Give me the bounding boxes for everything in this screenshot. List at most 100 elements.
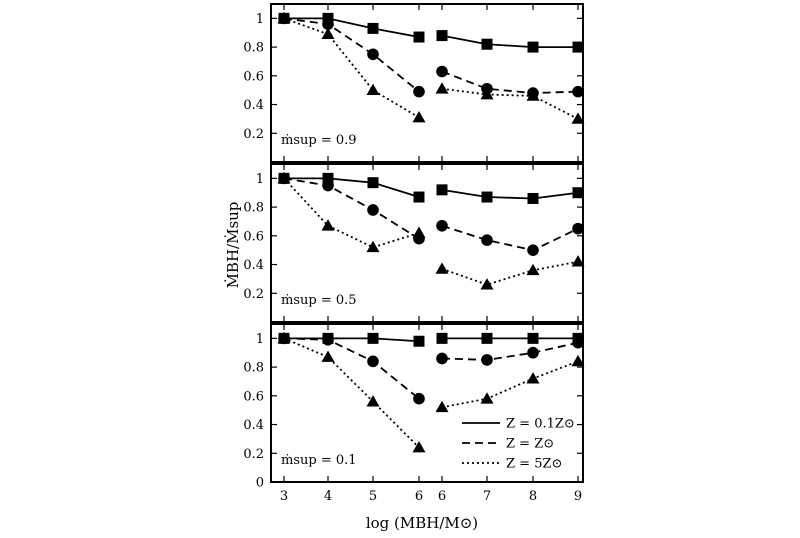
data-point-circle (322, 334, 334, 346)
data-point-triangle (277, 331, 291, 344)
x-tick-label: 6 (438, 489, 446, 504)
series-1 (278, 172, 584, 204)
series-line (284, 177, 420, 198)
data-point-square (413, 191, 425, 203)
data-point-triangle (435, 262, 449, 274)
data-point-triangle (277, 11, 291, 24)
data-point-circle (367, 204, 379, 216)
y-tick-label: 0.2 (243, 447, 264, 462)
series-3 (277, 11, 585, 124)
data-point-square (413, 31, 425, 43)
data-point-circle (527, 346, 539, 359)
y-axis-label: ṀBH/Ṁsup (224, 202, 242, 289)
data-point-triangle (412, 110, 426, 123)
y-tick-label: 1 (256, 172, 264, 187)
panel-frame (270, 163, 584, 323)
series-line (283, 337, 420, 400)
x-tick-label: 6 (415, 489, 423, 504)
series-line (441, 188, 579, 200)
legend-label: Z = 0.1Z⊙ (506, 417, 575, 432)
data-point-circle (367, 48, 379, 61)
y-tick-label: 0.2 (243, 127, 264, 142)
y-tick-label: 0.4 (243, 258, 264, 273)
legend-item-3: Z = 5Z⊙ (462, 457, 562, 472)
panel-3: 1 0.8 0.6 0.4 0.2 0 ṁsup = 0.1 3 4 5 6 6 7 8 9 (243, 323, 585, 504)
data-point-square (481, 191, 493, 203)
series-line (441, 70, 579, 94)
y-tick-label: 0.8 (243, 41, 264, 56)
y-tick-label: 0 (256, 476, 264, 491)
data-point-square (436, 332, 448, 344)
data-point-square (572, 41, 584, 53)
data-point-triangle (435, 400, 449, 413)
series-3 (277, 331, 585, 453)
data-point-circle (481, 354, 493, 366)
data-point-triangle (526, 89, 540, 101)
panel-frame (270, 323, 584, 483)
series-line (283, 337, 420, 449)
panel-label: ṁsup = 0.5 (281, 293, 357, 308)
data-point-triangle (571, 255, 585, 267)
x-tick-label: 4 (324, 489, 332, 504)
series-line (283, 177, 420, 240)
y-tick-label: 0.8 (243, 201, 264, 216)
y-tick-label: 1 (256, 12, 264, 27)
data-point-square (367, 177, 379, 189)
data-point-square (481, 332, 493, 344)
y-tick-label: 1 (256, 332, 264, 347)
data-point-circle (572, 336, 584, 349)
data-point-triangle (366, 240, 380, 253)
series-line (441, 34, 578, 48)
data-point-triangle (571, 112, 585, 124)
legend: Z = 0.1Z⊙ Z = Z⊙ Z = 5Z⊙ (462, 417, 575, 472)
data-point-square (527, 192, 539, 204)
series-line (284, 337, 420, 343)
data-point-triangle (480, 392, 494, 404)
data-point-triangle (435, 82, 449, 94)
data-point-circle (436, 65, 448, 78)
panel-2: 1 0.8 0.6 0.4 0.2 ṁsup = 0.5 (243, 163, 585, 323)
data-point-triangle (526, 372, 540, 384)
data-point-triangle (526, 263, 540, 276)
data-point-square (436, 30, 448, 42)
data-point-square (527, 41, 539, 53)
series-2 (278, 172, 584, 256)
legend-label: Z = 5Z⊙ (506, 457, 562, 472)
data-point-circle (572, 85, 584, 98)
data-point-square (367, 22, 379, 34)
data-point-triangle (412, 226, 426, 238)
y-tick-label: 0.6 (243, 69, 264, 84)
series-line (441, 341, 579, 361)
series-line (441, 260, 579, 286)
y-tick-label: 0.6 (243, 229, 264, 244)
panels-group: 1 0.8 0.6 0.4 0.2 ṁsup = 0.9 1 0.8 0.6 0.4 0.2 ṁsup… (243, 3, 585, 504)
x-tick-label: 5 (369, 489, 377, 504)
data-point-triangle (321, 219, 335, 231)
data-point-triangle (366, 395, 380, 407)
data-point-square (413, 335, 425, 347)
series-2 (278, 12, 584, 99)
y-tick-label: 0.8 (243, 361, 264, 376)
panel-label: ṁsup = 0.9 (281, 133, 357, 148)
series-line (441, 360, 579, 409)
data-point-triangle (480, 278, 494, 290)
data-point-square (322, 172, 334, 184)
x-tick-label: 8 (529, 489, 537, 504)
data-point-triangle (321, 350, 335, 362)
data-point-circle (572, 222, 584, 235)
panel-frame (270, 3, 584, 163)
data-point-circle (367, 355, 379, 368)
data-point-triangle (480, 87, 494, 100)
data-point-triangle (277, 171, 291, 184)
data-point-circle (413, 392, 425, 405)
data-point-triangle (412, 441, 426, 453)
data-point-triangle (321, 27, 335, 40)
x-tick-label: 7 (483, 489, 491, 504)
series-line (283, 17, 420, 93)
series-line (283, 177, 420, 249)
data-point-circle (322, 179, 334, 192)
series-1 (278, 12, 584, 53)
data-point-circle (436, 219, 448, 232)
